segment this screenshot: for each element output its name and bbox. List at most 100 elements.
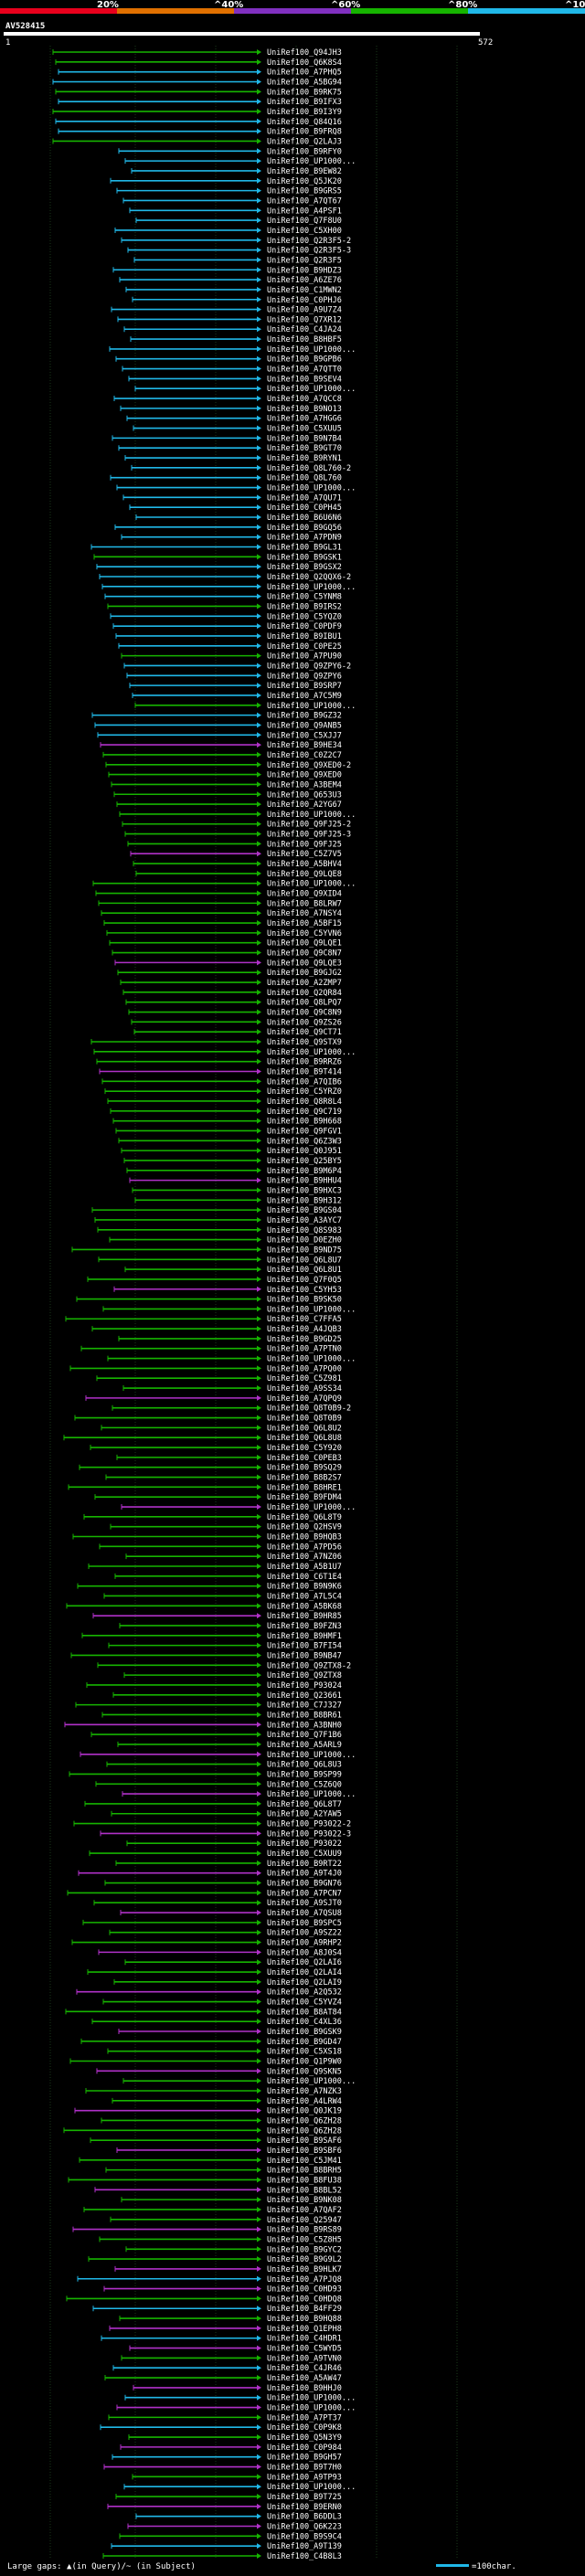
hit-id-label[interactable]: UniRef100_B9GT70: [267, 444, 342, 453]
hit-id-label[interactable]: UniRef100_Q1EPH8: [267, 2325, 342, 2334]
hit-row[interactable]: UniRef100_C5XUU9: [89, 1850, 342, 1859]
hit-row[interactable]: UniRef100_Q2R3F5-2: [121, 237, 351, 246]
hit-row[interactable]: UniRef100_C0PH45: [129, 504, 342, 513]
hit-row[interactable]: UniRef100_A3BNH0: [64, 1721, 342, 1730]
hit-row[interactable]: UniRef100_UP1000...: [101, 583, 356, 592]
hit-row[interactable]: UniRef100_C5Z8H5: [99, 2235, 342, 2244]
hit-row[interactable]: UniRef100_Q9XID4: [95, 890, 342, 899]
hit-row[interactable]: UniRef100_B9HQB3: [72, 1533, 342, 1542]
hit-id-label[interactable]: UniRef100_B9SAF6: [267, 2136, 342, 2146]
hit-row[interactable]: UniRef100_B9SP99: [69, 1770, 342, 1779]
hit-id-label[interactable]: UniRef100_B9IFX3: [267, 98, 342, 107]
hit-id-label[interactable]: UniRef100_B8LRW7: [267, 899, 342, 908]
hit-row[interactable]: UniRef100_B9GZ32: [91, 712, 342, 721]
hit-row[interactable]: UniRef100_C1MWN2: [125, 286, 342, 295]
hit-id-label[interactable]: UniRef100_C5XUU9: [267, 1850, 342, 1859]
hit-id-label[interactable]: UniRef100_Q8LPQ7: [267, 999, 342, 1008]
hit-id-label[interactable]: UniRef100_Q8R8L4: [267, 1097, 342, 1107]
hit-row[interactable]: UniRef100_Q23661: [112, 1691, 342, 1701]
hit-id-label[interactable]: UniRef100_UP1000...: [267, 345, 356, 355]
hit-id-label[interactable]: UniRef100_Q9C719: [267, 1108, 342, 1117]
hit-id-label[interactable]: UniRef100_B9SPC5: [267, 1919, 342, 1928]
hit-row[interactable]: UniRef100_Q9C719: [110, 1108, 342, 1117]
hit-row[interactable]: UniRef100_B6DDL3: [135, 2513, 342, 2522]
hit-id-label[interactable]: UniRef100_B9GRS5: [267, 187, 342, 196]
hit-id-label[interactable]: UniRef100_B9IBU1: [267, 632, 342, 641]
hit-row[interactable]: UniRef100_Q5N3Y9: [128, 2433, 342, 2443]
hit-id-label[interactable]: UniRef100_B9NB47: [267, 1651, 342, 1660]
hit-id-label[interactable]: UniRef100_Q6K8S4: [267, 58, 342, 68]
hit-row[interactable]: UniRef100_C0PE25: [118, 642, 342, 652]
hit-id-label[interactable]: UniRef100_P93022-3: [267, 1829, 351, 1839]
hit-id-label[interactable]: UniRef100_B9GN76: [267, 1880, 342, 1889]
hit-row[interactable]: UniRef100_Q6L8T7: [84, 1800, 342, 1809]
hit-row[interactable]: UniRef100_C5WYD5: [129, 2345, 342, 2354]
hit-id-label[interactable]: UniRef100_B9RYN1: [267, 454, 342, 463]
hit-id-label[interactable]: UniRef100_B8HBF5: [267, 335, 342, 345]
hit-id-label[interactable]: UniRef100_C0PEB3: [267, 1454, 342, 1463]
hit-id-label[interactable]: UniRef100_A9T4J0: [267, 1870, 342, 1879]
hit-row[interactable]: UniRef100_Q9STX9: [90, 1038, 342, 1047]
hit-id-label[interactable]: UniRef100_Q9ZPY6: [267, 672, 342, 681]
hit-row[interactable]: UniRef100_B9RS89: [72, 2226, 342, 2235]
hit-id-label[interactable]: UniRef100_Q6L8U8: [267, 1434, 342, 1443]
hit-row[interactable]: UniRef100_Q1P9W0: [69, 2057, 342, 2066]
hit-row[interactable]: UniRef100_B9N9K6: [77, 1583, 342, 1592]
hit-id-label[interactable]: UniRef100_C0PDF9: [267, 622, 342, 631]
hit-id-label[interactable]: UniRef100_Q9CT71: [267, 1028, 342, 1037]
hit-id-label[interactable]: UniRef100_B9NO13: [267, 405, 342, 414]
hit-row[interactable]: UniRef100_A7PD56: [99, 1542, 342, 1552]
hit-id-label[interactable]: UniRef100_UP1000...: [267, 2404, 356, 2413]
hit-row[interactable]: UniRef100_C7FFA5: [65, 1315, 342, 1324]
hit-id-label[interactable]: UniRef100_Q9LQE1: [267, 939, 342, 949]
hit-row[interactable]: UniRef100_UP1000...: [134, 385, 356, 394]
hit-row[interactable]: UniRef100_Q2LAI4: [87, 1968, 342, 1977]
hit-row[interactable]: UniRef100_Q25BY5: [123, 1157, 342, 1166]
hit-id-label[interactable]: UniRef100_B9RT22: [267, 1860, 342, 1869]
hit-id-label[interactable]: UniRef100_A5BG94: [267, 78, 342, 87]
hit-row[interactable]: UniRef100_A5AW47: [104, 2374, 342, 2383]
hit-id-label[interactable]: UniRef100_Q6ZH28: [267, 2126, 342, 2136]
hit-row[interactable]: UniRef100_A9SJT0: [93, 1899, 342, 1908]
hit-id-label[interactable]: UniRef100_A7L5C4: [267, 1592, 342, 1601]
hit-row[interactable]: UniRef100_P93024: [86, 1681, 342, 1691]
hit-row[interactable]: UniRef100_Q9SKN5: [96, 2067, 342, 2076]
hit-row[interactable]: UniRef100_A3BEM4: [111, 780, 342, 790]
hit-id-label[interactable]: UniRef100_A7PT37: [267, 2413, 342, 2422]
hit-row[interactable]: UniRef100_C5XUU5: [133, 425, 342, 434]
hit-id-label[interactable]: UniRef100_A5ARL9: [267, 1741, 342, 1750]
hit-id-label[interactable]: UniRef100_B8AT84: [267, 2008, 342, 2017]
hit-row[interactable]: UniRef100_A2ZMP7: [120, 979, 342, 988]
hit-row[interactable]: UniRef100_C4JR46: [112, 2364, 342, 2373]
hit-row[interactable]: UniRef100_C4JA24: [123, 325, 342, 334]
hit-id-label[interactable]: UniRef100_Q0J951: [267, 1147, 342, 1156]
hit-row[interactable]: UniRef100_Q9C8N7: [112, 949, 342, 959]
hit-row[interactable]: UniRef100_B9HDZ3: [112, 266, 342, 275]
hit-row[interactable]: UniRef100_B9HQ88: [119, 2315, 342, 2324]
hit-id-label[interactable]: UniRef100_A5AW47: [267, 2374, 342, 2383]
hit-id-label[interactable]: UniRef100_B7FI54: [267, 1642, 342, 1651]
hit-id-label[interactable]: UniRef100_A3BEM4: [267, 780, 342, 790]
hit-row[interactable]: UniRef100_UP1000...: [121, 1503, 356, 1512]
hit-id-label[interactable]: UniRef100_B9RS89: [267, 2226, 342, 2235]
hit-id-label[interactable]: UniRef100_Q9FJ25-3: [267, 831, 351, 840]
hit-id-label[interactable]: UniRef100_A6ZE76: [267, 276, 342, 285]
hit-row[interactable]: UniRef100_Q2LAJ3: [52, 137, 342, 146]
hit-row[interactable]: UniRef100_B7FI54: [108, 1642, 342, 1651]
hit-row[interactable]: UniRef100_UP1000...: [92, 880, 356, 889]
hit-row[interactable]: UniRef100_UP1000...: [123, 2483, 356, 2492]
hit-id-label[interactable]: UniRef100_Q0JK19: [267, 2107, 342, 2116]
hit-id-label[interactable]: UniRef100_B8BL52: [267, 2186, 342, 2195]
hit-id-label[interactable]: UniRef100_B9HMF1: [267, 1632, 342, 1641]
hit-row[interactable]: UniRef100_A7QAF2: [83, 2206, 342, 2215]
hit-id-label[interactable]: UniRef100_Q7F1B6: [267, 1731, 342, 1740]
hit-id-label[interactable]: UniRef100_C7FFA5: [267, 1315, 342, 1324]
hit-row[interactable]: UniRef100_Q8LPQ7: [125, 999, 342, 1008]
hit-id-label[interactable]: UniRef100_Q9XID4: [267, 890, 342, 899]
hit-row[interactable]: UniRef100_B9GSX2: [96, 563, 342, 572]
hit-id-label[interactable]: UniRef100_P93022-2: [267, 1820, 351, 1829]
hit-row[interactable]: UniRef100_B9ERN0: [107, 2503, 342, 2512]
hit-id-label[interactable]: UniRef100_C5JM41: [267, 2157, 342, 2166]
hit-row[interactable]: UniRef100_A7QPQ9: [85, 1394, 342, 1404]
hit-row[interactable]: UniRef100_B9FRQ8: [58, 128, 342, 137]
